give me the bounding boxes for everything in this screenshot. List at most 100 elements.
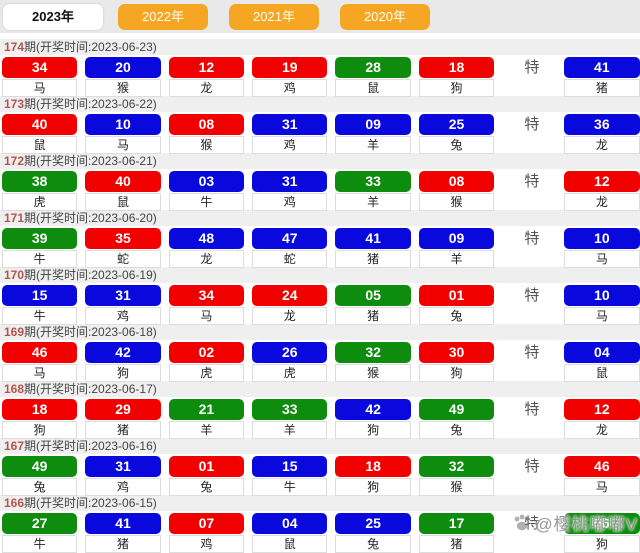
zodiac-label: 猪 bbox=[335, 250, 411, 268]
number-column: 09 羊 bbox=[418, 228, 495, 268]
number-column: 12 龙 bbox=[168, 57, 245, 97]
number-ball: 49 bbox=[2, 456, 78, 477]
tab-2021[interactable]: 2021年 bbox=[229, 3, 319, 30]
zodiac-label: 马 bbox=[2, 364, 78, 382]
draw-date: 期(开奖时间:2023-06-15) bbox=[24, 496, 157, 510]
draw-date: 期(开奖时间:2023-06-17) bbox=[24, 382, 157, 396]
number-column: 19 鸡 bbox=[252, 57, 328, 97]
special-number-column: 10 马 bbox=[563, 285, 640, 325]
zodiac-label: 龙 bbox=[252, 307, 328, 325]
number-column: 27 牛 bbox=[2, 513, 78, 553]
number-ball: 32 bbox=[335, 342, 411, 363]
tab-2023[interactable]: 2023年 bbox=[3, 3, 103, 30]
number-ball: 09 bbox=[418, 228, 495, 249]
draw-date: 期(开奖时间:2023-06-23) bbox=[24, 40, 157, 54]
zodiac-label: 狗 bbox=[2, 421, 78, 439]
special-label-column: 特 bbox=[502, 456, 562, 496]
number-column: 02 虎 bbox=[168, 342, 245, 382]
zodiac-label: 羊 bbox=[168, 421, 245, 439]
draw-row: 38 虎 40 鼠 03 牛 31 鸡 33 羊 08 猴特 12 龙 bbox=[0, 169, 640, 211]
number-ball: 01 bbox=[418, 285, 495, 306]
number-column: 39 牛 bbox=[2, 228, 78, 268]
zodiac-label: 鼠 bbox=[2, 136, 78, 154]
number-ball: 31 bbox=[85, 285, 161, 306]
number-ball: 18 bbox=[418, 57, 495, 78]
number-column: 09 羊 bbox=[335, 114, 411, 154]
zodiac-label: 龙 bbox=[563, 421, 640, 439]
draw-block: 173期(开奖时间:2023-06-22) 40 鼠 10 马 08 猴 31 鸡 09 羊 25 兔特… bbox=[0, 96, 640, 154]
special-label-column: 特 bbox=[502, 114, 562, 154]
draw-period: 166 bbox=[4, 496, 25, 510]
special-number-column: 06 狗 bbox=[563, 513, 640, 553]
zodiac-label: 牛 bbox=[2, 250, 78, 268]
number-ball: 32 bbox=[418, 456, 495, 477]
number-ball: 48 bbox=[168, 228, 245, 249]
draw-header: 172期(开奖时间:2023-06-21) bbox=[0, 153, 640, 169]
number-column: 31 鸡 bbox=[85, 456, 161, 496]
zodiac-label: 猴 bbox=[335, 364, 411, 382]
draw-block: 168期(开奖时间:2023-06-17) 18 狗 29 猪 21 羊 33 羊 42 狗 49 兔特… bbox=[0, 381, 640, 439]
number-column: 24 龙 bbox=[252, 285, 328, 325]
number-ball: 02 bbox=[168, 342, 245, 363]
number-column: 15 牛 bbox=[2, 285, 78, 325]
special-label-column: 特 bbox=[502, 228, 562, 268]
zodiac-label: 龙 bbox=[563, 136, 640, 154]
number-ball: 29 bbox=[85, 399, 161, 420]
zodiac-label: 牛 bbox=[252, 478, 328, 496]
number-column: 47 蛇 bbox=[252, 228, 328, 268]
number-column: 08 猴 bbox=[168, 114, 245, 154]
number-ball: 41 bbox=[85, 513, 161, 534]
draw-results-list: 174期(开奖时间:2023-06-23) 34 马 20 猴 12 龙 19 鸡 28 鼠 18 狗特… bbox=[0, 39, 640, 553]
draw-block: 171期(开奖时间:2023-06-20) 39 牛 35 蛇 48 龙 47 蛇 41 猪 09 羊特… bbox=[0, 210, 640, 268]
special-label: 特 bbox=[524, 230, 540, 247]
draw-header: 173期(开奖时间:2023-06-22) bbox=[0, 96, 640, 112]
number-column: 35 蛇 bbox=[85, 228, 161, 268]
special-label: 特 bbox=[524, 173, 540, 190]
number-ball: 35 bbox=[85, 228, 161, 249]
draw-block: 170期(开奖时间:2023-06-19) 15 牛 31 鸡 34 马 24 龙 05 猪 01 兔特… bbox=[0, 267, 640, 325]
number-column: 34 马 bbox=[2, 57, 78, 97]
special-label: 特 bbox=[524, 59, 540, 76]
zodiac-label: 兔 bbox=[418, 421, 495, 439]
number-ball: 04 bbox=[252, 513, 328, 534]
draw-date: 期(开奖时间:2023-06-22) bbox=[24, 97, 157, 111]
tab-2020[interactable]: 2020年 bbox=[340, 3, 430, 30]
draw-row: 34 马 20 猴 12 龙 19 鸡 28 鼠 18 狗特 41 猪 bbox=[0, 55, 640, 97]
special-number-column: 04 鼠 bbox=[563, 342, 640, 382]
zodiac-label: 兔 bbox=[418, 136, 495, 154]
number-column: 33 羊 bbox=[335, 171, 411, 211]
number-column: 49 兔 bbox=[418, 399, 495, 439]
special-label: 特 bbox=[524, 116, 540, 133]
zodiac-label: 羊 bbox=[418, 250, 495, 268]
special-number-column: 12 龙 bbox=[563, 399, 640, 439]
number-column: 03 牛 bbox=[168, 171, 245, 211]
number-ball: 24 bbox=[252, 285, 328, 306]
zodiac-label: 狗 bbox=[335, 421, 411, 439]
zodiac-label: 虎 bbox=[168, 364, 245, 382]
number-ball: 30 bbox=[418, 342, 495, 363]
zodiac-label: 兔 bbox=[335, 535, 411, 553]
number-column: 07 鸡 bbox=[168, 513, 245, 553]
special-label: 特 bbox=[524, 344, 540, 361]
draw-period: 173 bbox=[4, 97, 25, 111]
number-column: 31 鸡 bbox=[252, 171, 328, 211]
number-ball: 04 bbox=[563, 342, 640, 363]
tab-2022[interactable]: 2022年 bbox=[118, 3, 208, 30]
zodiac-label: 鼠 bbox=[335, 79, 411, 97]
draw-date: 期(开奖时间:2023-06-18) bbox=[24, 325, 157, 339]
zodiac-label: 马 bbox=[563, 250, 640, 268]
number-ball: 31 bbox=[85, 456, 161, 477]
zodiac-label: 鸡 bbox=[252, 193, 328, 211]
draw-period: 167 bbox=[4, 439, 25, 453]
special-label-column: 特 bbox=[502, 342, 562, 382]
zodiac-label: 鸡 bbox=[252, 136, 328, 154]
draw-row: 40 鼠 10 马 08 猴 31 鸡 09 羊 25 兔特 36 龙 bbox=[0, 112, 640, 154]
number-column: 29 猪 bbox=[85, 399, 161, 439]
number-ball: 17 bbox=[418, 513, 495, 534]
number-column: 30 狗 bbox=[418, 342, 495, 382]
number-column: 18 狗 bbox=[418, 57, 495, 97]
special-label-column: 特 bbox=[502, 171, 562, 211]
number-ball: 42 bbox=[85, 342, 161, 363]
draw-period: 174 bbox=[4, 40, 25, 54]
zodiac-label: 蛇 bbox=[252, 250, 328, 268]
